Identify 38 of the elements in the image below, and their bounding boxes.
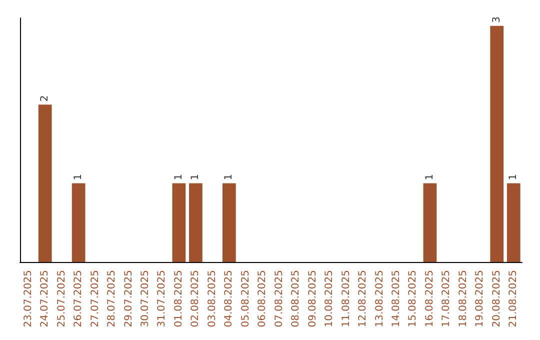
data-label: 1 (190, 174, 202, 180)
data-label: 1 (224, 174, 235, 180)
data-label: 3 (491, 16, 502, 23)
x-tick-label: 25.07.2025 (56, 270, 68, 328)
x-tick-label: 02.08.2025 (190, 270, 202, 328)
x-tick-label: 24.07.2025 (40, 270, 51, 328)
x-tick-label: 18.08.2025 (458, 270, 469, 328)
x-tick-label: 09.08.2025 (307, 270, 318, 328)
data-label: 1 (508, 174, 520, 180)
x-tick-label: 19.08.2025 (474, 270, 486, 328)
x-tick-label: 11.08.2025 (340, 270, 352, 328)
x-tick-label: 30.07.2025 (140, 270, 151, 328)
x-tick-label: 20.08.2025 (491, 270, 502, 328)
x-tick-label: 12.08.2025 (358, 270, 369, 328)
x-tick-label: 31.07.2025 (156, 270, 168, 328)
x-tick-label: 03.08.2025 (206, 270, 218, 328)
x-tick-label: 28.07.2025 (106, 270, 118, 328)
x-tick-label: 05.08.2025 (240, 270, 252, 328)
x-tick-label: 15.08.2025 (408, 270, 419, 328)
x-tick-label: 07.08.2025 (274, 270, 285, 328)
x-tick-label: 23.07.2025 (22, 270, 34, 328)
x-tick-label: 29.07.2025 (123, 270, 134, 328)
x-tick-label: 08.08.2025 (290, 270, 302, 328)
x-tick-label: 10.08.2025 (324, 270, 336, 328)
x-tick-label: 27.07.2025 (90, 270, 101, 328)
x-tick-label: 01.08.2025 (173, 270, 184, 328)
x-tick-label: 04.08.2025 (224, 270, 235, 328)
x-tick-label: 14.08.2025 (391, 270, 402, 328)
data-label: 1 (424, 174, 436, 180)
x-tick-label: 16.08.2025 (424, 270, 436, 328)
x-tick-label: 06.08.2025 (257, 270, 268, 328)
x-tick-label: 26.07.2025 (73, 270, 84, 328)
x-tick-label: 17.08.2025 (441, 270, 452, 328)
x-tick-label: 21.08.2025 (508, 270, 520, 328)
x-tick-label: 13.08.2025 (374, 270, 386, 328)
data-label: 2 (40, 95, 51, 102)
data-label: 1 (73, 174, 84, 180)
data-label: 1 (173, 174, 184, 180)
